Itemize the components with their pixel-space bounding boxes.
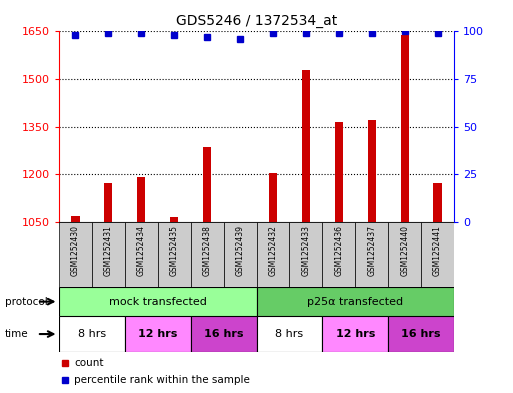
Bar [158,222,191,287]
Text: protocol: protocol [5,297,48,307]
Text: percentile rank within the sample: percentile rank within the sample [74,375,250,385]
Text: 12 hrs: 12 hrs [336,329,375,339]
Text: GSM1252439: GSM1252439 [235,225,245,276]
Bar [368,120,376,222]
Bar [59,287,256,316]
Text: GSM1252434: GSM1252434 [137,225,146,276]
Text: count: count [74,358,104,367]
Text: 16 hrs: 16 hrs [401,329,441,339]
Text: 16 hrs: 16 hrs [204,329,243,339]
Text: GSM1252435: GSM1252435 [170,225,179,276]
Bar [256,222,289,287]
Bar [59,316,125,352]
Bar [256,287,454,316]
Text: GSM1252433: GSM1252433 [301,225,310,276]
Bar [125,316,191,352]
Bar [334,122,343,222]
Text: p25α transfected: p25α transfected [307,297,403,307]
Text: GSM1252431: GSM1252431 [104,225,113,276]
Bar [224,222,256,287]
Bar [59,222,92,287]
Title: GDS5246 / 1372534_at: GDS5246 / 1372534_at [176,14,337,28]
Bar [388,222,421,287]
Bar [104,183,112,222]
Bar [322,222,355,287]
Bar [289,222,322,287]
Bar [137,177,145,222]
Text: time: time [5,329,29,339]
Bar [421,222,454,287]
Text: GSM1252440: GSM1252440 [400,225,409,276]
Text: GSM1252432: GSM1252432 [268,225,278,276]
Text: GSM1252437: GSM1252437 [367,225,376,276]
Bar [191,316,256,352]
Bar [92,222,125,287]
Bar [401,35,409,222]
Bar [203,147,211,222]
Text: 12 hrs: 12 hrs [138,329,177,339]
Text: GSM1252430: GSM1252430 [71,225,80,276]
Bar [236,222,244,226]
Bar [256,316,322,352]
Text: GSM1252441: GSM1252441 [433,225,442,276]
Bar [322,316,388,352]
Text: GSM1252436: GSM1252436 [334,225,343,276]
Text: 8 hrs: 8 hrs [78,329,106,339]
Text: 8 hrs: 8 hrs [275,329,304,339]
Bar [170,217,179,222]
Bar [433,183,442,222]
Bar [355,222,388,287]
Text: GSM1252438: GSM1252438 [203,225,212,276]
Bar [269,173,277,222]
Bar [388,316,454,352]
Bar [125,222,158,287]
Bar [71,216,80,222]
Text: mock transfected: mock transfected [109,297,207,307]
Bar [302,70,310,222]
Bar [191,222,224,287]
